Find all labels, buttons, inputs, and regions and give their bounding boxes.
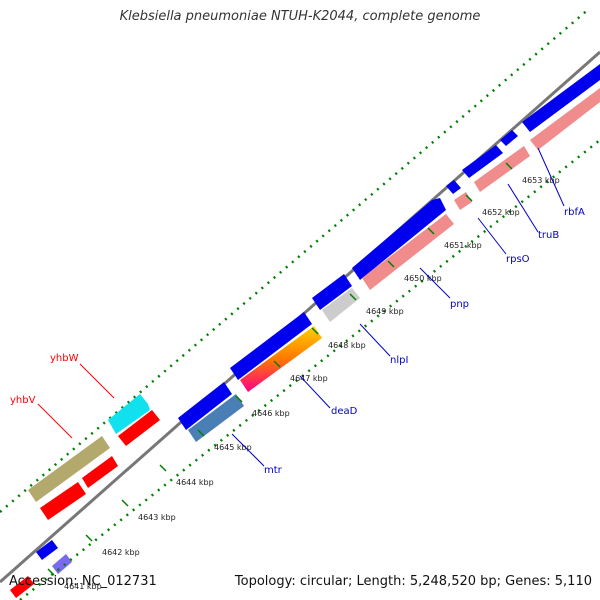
gene-arrow[interactable] [352, 198, 446, 280]
gene-leader-line [37, 403, 73, 439]
tick-mark [85, 534, 93, 542]
gene-label-pnp[interactable]: pnp [450, 299, 469, 310]
gene-arrow[interactable] [36, 540, 58, 560]
gene-label-dead[interactable]: deaD [331, 406, 358, 417]
tick-label: 4651 kbp [444, 241, 482, 250]
tick-layer: 4641 kbp 4642 kbp 4643 kbp 4644 kbp 4645 kbp… [47, 162, 560, 591]
gene-leader-line [359, 323, 391, 357]
tick-mark [349, 293, 357, 301]
tick-mark [159, 464, 167, 472]
gene-arrow[interactable] [240, 326, 322, 392]
gene-arrow[interactable] [474, 146, 530, 192]
tick-mark [197, 429, 205, 437]
tick-label: 4649 kbp [366, 307, 404, 316]
tick-mark [311, 327, 319, 335]
gene-leader-line [537, 147, 565, 207]
gene-arrow[interactable] [52, 554, 72, 574]
tick-label: 4645 kbp [214, 443, 252, 452]
tick-label: 4647 kbp [290, 374, 328, 383]
forward-strand-genes [36, 64, 600, 560]
gene-leader-line [477, 217, 507, 255]
tick-label: 4652 kbp [482, 208, 520, 217]
gene-arrow[interactable] [108, 394, 150, 434]
gene-leader-line [507, 183, 539, 233]
gene-arrow[interactable] [118, 410, 160, 446]
gene-arrow[interactable] [362, 214, 454, 290]
gene-leader-line [299, 375, 331, 409]
tick-label: 4648 kbp [328, 341, 366, 350]
cog-genes [10, 88, 600, 598]
outer-dotted-guide [0, 7, 591, 513]
inner-dotted-guide [19, 139, 600, 600]
gene-arrow[interactable] [178, 382, 232, 430]
gene-leader-line [419, 267, 451, 299]
gene-arrow[interactable] [82, 456, 118, 488]
gene-arrow[interactable] [462, 145, 503, 178]
gene-leader-line [79, 363, 115, 399]
tick-label: 4646 kbp [252, 409, 290, 418]
tick-mark [121, 499, 129, 507]
tick-mark [465, 194, 473, 202]
gene-arrow[interactable] [188, 394, 244, 442]
gene-label-mtr[interactable]: mtr [264, 465, 283, 476]
gene-arrow[interactable] [312, 274, 352, 310]
tick-label: 4650 kbp [404, 274, 442, 283]
gene-label-yhbw[interactable]: yhbW [50, 353, 79, 364]
gene-arrow[interactable] [500, 130, 518, 146]
tick-label: 4644 kbp [176, 478, 214, 487]
tick-mark [427, 227, 435, 235]
tick-mark [47, 568, 55, 576]
gene-arrow[interactable] [530, 88, 600, 150]
tick-mark [273, 360, 281, 368]
map-title: Klebsiella pneumoniae NTUH-K2044, comple… [119, 9, 481, 24]
tick-label: 4643 kbp [138, 513, 176, 522]
accession-label: Accession: NC_012731 [9, 574, 157, 589]
tick-mark [505, 162, 513, 170]
gene-arrow[interactable] [454, 192, 472, 210]
topology-label: Topology: circular; Length: 5,248,520 bp… [234, 574, 592, 589]
tick-mark [235, 395, 243, 403]
gene-label-nlpi[interactable]: nlpI [390, 355, 408, 366]
tick-mark [387, 260, 395, 268]
gene-label-rbfa[interactable]: rbfA [564, 207, 585, 218]
gene-label-rpso[interactable]: rpsO [506, 254, 530, 265]
tick-label: 4642 kbp [102, 548, 140, 557]
gene-arrow[interactable] [40, 482, 86, 520]
gene-leader-line [231, 433, 265, 467]
gene-label-trub[interactable]: truB [538, 230, 559, 241]
gene-arrow[interactable] [28, 436, 110, 502]
gene-arrow[interactable] [522, 64, 600, 132]
gene-label-layer: yhbV yhbW mtr deaD nlpI pnp rpsO truB rbfA [10, 147, 585, 476]
gene-arrow[interactable] [10, 576, 34, 598]
gene-arrow[interactable] [230, 312, 312, 380]
gene-label-yhbv[interactable]: yhbV [10, 395, 36, 406]
tick-label: 4641 kbp [64, 582, 102, 591]
tick-label: 4653 kbp [522, 176, 560, 185]
gene-arrow[interactable] [446, 180, 461, 194]
gene-arrow[interactable] [322, 288, 360, 322]
